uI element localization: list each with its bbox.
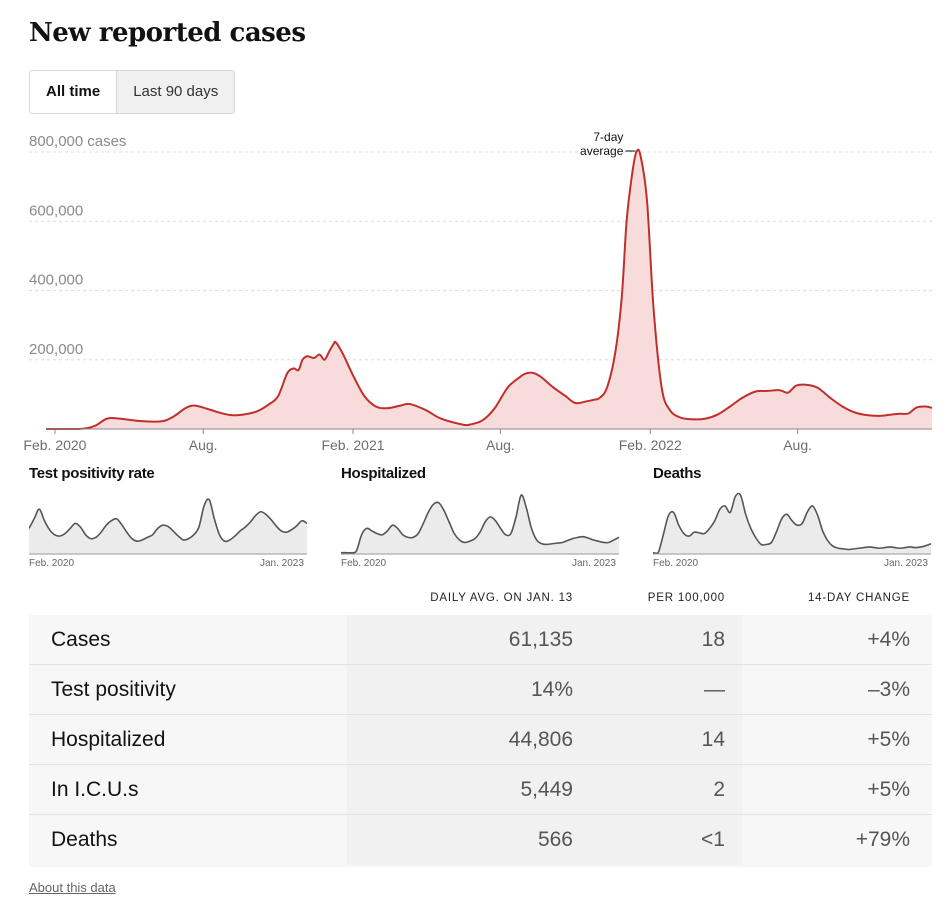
mini-chart-title: Deaths bbox=[653, 465, 702, 482]
column-header-per-100k: PER 100,000 bbox=[647, 592, 725, 604]
column-header-14-day-change: 14-DAY CHANGE bbox=[807, 592, 910, 604]
table-row: Test positivity 14% — –3% bbox=[29, 665, 932, 715]
change-value: +79% bbox=[855, 828, 910, 851]
per-100k-value: 2 bbox=[713, 778, 725, 801]
daily-avg-value: 14% bbox=[530, 678, 573, 701]
mini-chart-start-label: Feb. 2020 bbox=[341, 558, 387, 569]
summary-table: Cases 61,135 18 +4% Test positivity 14% … bbox=[29, 615, 932, 867]
annotation-line-1: 7-day bbox=[593, 130, 623, 144]
column-shade bbox=[347, 815, 742, 865]
mini-chart-test-positivity: Test positivity rate Feb. 2020 Jan. 2023 bbox=[29, 462, 319, 574]
mini-chart-end-label: Jan. 2023 bbox=[260, 558, 304, 569]
about-this-data-link[interactable]: About this data bbox=[29, 880, 116, 895]
change-value: +4% bbox=[867, 628, 910, 651]
mini-chart-plot bbox=[29, 498, 307, 555]
row-label: Test positivity bbox=[51, 678, 176, 701]
row-label: Cases bbox=[51, 628, 111, 651]
per-100k-value: <1 bbox=[701, 828, 725, 851]
column-shade bbox=[347, 765, 742, 815]
row-divider bbox=[29, 764, 932, 765]
table-row: Hospitalized 44,806 14 +5% bbox=[29, 715, 932, 765]
x-tick-label: Aug. bbox=[783, 437, 812, 453]
mini-chart-line bbox=[29, 498, 307, 543]
mini-chart-title: Test positivity rate bbox=[29, 465, 155, 482]
daily-avg-value: 566 bbox=[537, 828, 573, 851]
mini-chart-hospitalized: Hospitalized Feb. 2020 Jan. 2023 bbox=[341, 462, 631, 574]
row-label: Hospitalized bbox=[51, 728, 166, 751]
y-tick-label: 400,000 bbox=[29, 272, 83, 289]
cases-area bbox=[46, 149, 932, 429]
cases-chart: 200,000 400,000 600,000 800,000 cases Feb. 2… bbox=[23, 130, 933, 453]
table-row: Deaths 566 <1 +79% bbox=[29, 815, 932, 865]
x-tick-label: Feb. 2020 bbox=[23, 437, 86, 453]
cases-line bbox=[45, 148, 933, 430]
mini-chart-start-label: Feb. 2020 bbox=[29, 558, 75, 569]
row-label: Deaths bbox=[51, 828, 118, 851]
mini-chart-area bbox=[653, 493, 931, 554]
mini-chart-end-label: Jan. 2023 bbox=[884, 558, 928, 569]
y-tick-label: 800,000 cases bbox=[29, 133, 126, 150]
tab-last-90-days[interactable]: Last 90 days bbox=[116, 71, 235, 113]
table-row: Cases 61,135 18 +4% bbox=[29, 615, 932, 665]
table-row: In I.C.U.s 5,449 2 +5% bbox=[29, 765, 932, 815]
row-label: In I.C.U.s bbox=[51, 778, 139, 801]
x-tick-label: Feb. 2021 bbox=[321, 437, 384, 453]
mini-chart-deaths: Deaths Feb. 2020 Jan. 2023 bbox=[653, 462, 943, 574]
row-divider bbox=[29, 714, 932, 715]
mini-chart-start-label: Feb. 2020 bbox=[653, 558, 699, 569]
row-divider bbox=[29, 664, 932, 665]
mini-chart-line bbox=[653, 492, 931, 555]
column-shade bbox=[347, 715, 742, 765]
y-tick-label: 600,000 bbox=[29, 202, 83, 219]
column-header-daily-avg: DAILY AVG. ON JAN. 13 bbox=[430, 592, 573, 604]
mini-chart-plot bbox=[653, 492, 931, 555]
per-100k-value: 18 bbox=[701, 628, 725, 651]
seven-day-average-annotation: 7-day average bbox=[580, 130, 636, 158]
daily-avg-value: 5,449 bbox=[520, 778, 573, 801]
daily-avg-value: 61,135 bbox=[508, 628, 573, 651]
y-tick-label: 200,000 bbox=[29, 341, 83, 358]
x-tick-label: Feb. 2022 bbox=[619, 437, 682, 453]
change-value: +5% bbox=[867, 778, 910, 801]
mini-chart-end-label: Jan. 2023 bbox=[572, 558, 616, 569]
column-shade bbox=[347, 665, 742, 715]
mini-chart-area bbox=[341, 494, 619, 554]
daily-avg-value: 44,806 bbox=[508, 728, 573, 751]
row-divider bbox=[29, 814, 932, 815]
page-title: New reported cases bbox=[29, 18, 306, 48]
x-tick-label: Aug. bbox=[486, 437, 515, 453]
mini-chart-title: Hospitalized bbox=[341, 465, 426, 482]
column-shade bbox=[347, 615, 742, 665]
mini-chart-line bbox=[341, 494, 619, 554]
tab-all-time[interactable]: All time bbox=[30, 71, 117, 113]
x-tick-label: Aug. bbox=[189, 437, 218, 453]
annotation-line-2: average bbox=[580, 144, 624, 158]
per-100k-value: — bbox=[704, 678, 725, 701]
change-value: –3% bbox=[867, 678, 910, 701]
time-range-toggle: All time Last 90 days bbox=[29, 70, 236, 114]
per-100k-value: 14 bbox=[701, 728, 725, 751]
mini-chart-plot bbox=[341, 494, 619, 555]
change-value: +5% bbox=[867, 728, 910, 751]
y-unit-label: cases bbox=[87, 133, 126, 150]
